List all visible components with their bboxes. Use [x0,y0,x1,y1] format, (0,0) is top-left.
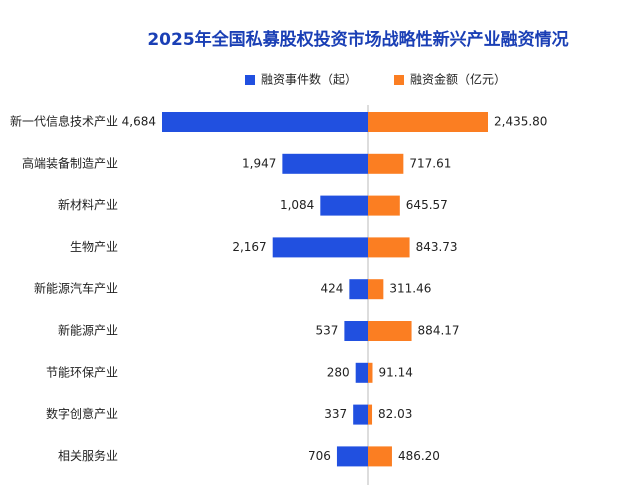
value-label: 2,435.80 [494,115,547,129]
value-label: 645.57 [406,198,448,212]
value-label: 82.03 [378,407,412,421]
value-label: 2,167 [232,240,266,254]
value-label: 884.17 [418,324,460,338]
category-label: 新材料产业 [58,197,118,212]
bar [355,362,368,383]
category-label: 高端装备制造产业 [22,155,118,170]
bar [336,446,368,467]
bar [368,362,373,383]
category-label: 新能源产业 [58,323,118,338]
category-label: 生物产业 [70,240,118,254]
value-label: 280 [327,365,350,379]
bar [162,112,368,132]
value-label: 706 [308,449,331,463]
bar [320,195,368,216]
category-label: 数字创意产业 [46,406,118,421]
value-label: 1,084 [280,198,314,212]
legend-swatch [245,75,255,85]
value-label: 537 [315,324,338,338]
chart-title: 2025年全国私募股权投资市场战略性新兴产业融资情况 [147,29,568,50]
bar [272,237,368,258]
bar [368,153,404,174]
bar [368,112,488,132]
bar [368,279,384,300]
value-label: 311.46 [389,282,431,296]
category-label: 新能源汽车产业 [34,281,118,296]
bar [344,321,368,341]
legend-swatch [394,75,404,85]
value-label: 843.73 [416,240,458,254]
bar [349,279,368,300]
category-label: 相关服务业 [58,448,118,463]
value-label: 486.20 [398,449,440,463]
value-label: 1,947 [242,156,276,170]
value-label: 424 [320,282,343,296]
value-label: 91.14 [378,365,412,379]
bar [368,237,410,258]
legend-label: 融资事件数（起） [261,72,357,87]
bar [282,153,368,174]
bar [368,404,373,425]
value-label: 337 [324,407,347,421]
bar [353,404,368,425]
bar [368,321,412,341]
value-label: 4,684 [122,115,156,129]
bar [368,446,392,467]
legend-label: 融资金额（亿元） [410,72,506,87]
bar [368,195,400,216]
category-label: 新一代信息技术产业 [10,114,118,129]
category-label: 节能环保产业 [46,365,118,379]
value-label: 717.61 [409,156,451,170]
